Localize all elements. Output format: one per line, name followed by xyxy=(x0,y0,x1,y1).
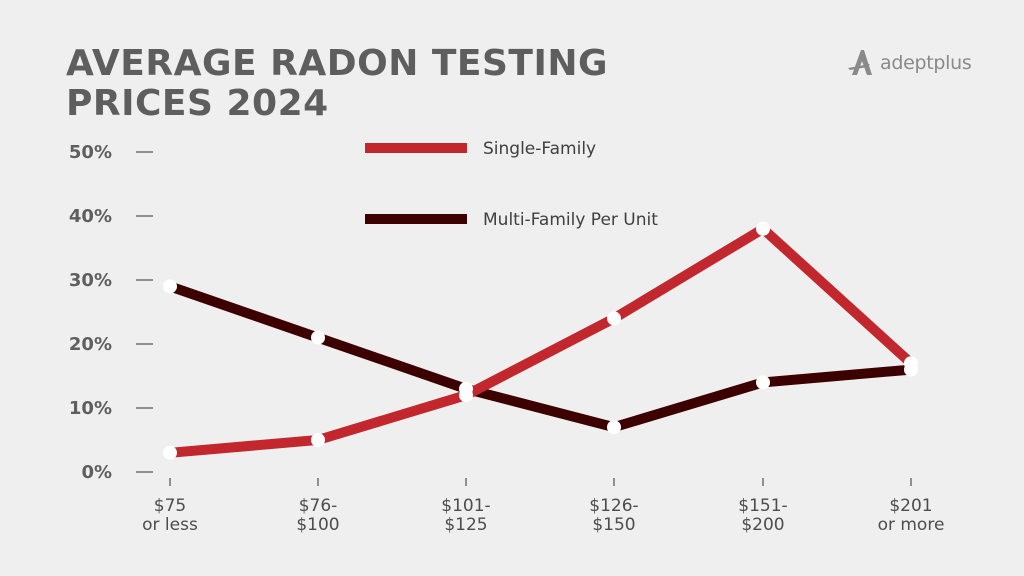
chart-series xyxy=(163,221,918,460)
x-tick-label: $101- xyxy=(441,496,490,516)
data-point-marker xyxy=(311,433,325,447)
x-tick-label: $100 xyxy=(296,515,339,535)
y-tick-label: 0% xyxy=(81,462,112,483)
legend-swatch xyxy=(365,214,467,224)
legend-label: Multi-Family Per Unit xyxy=(483,210,658,230)
x-tick-label: $150 xyxy=(592,515,635,535)
x-tick-label: $151- xyxy=(738,496,787,516)
series-line xyxy=(169,222,915,458)
series-line xyxy=(168,281,912,433)
adeptplus-a-logo-icon xyxy=(848,50,872,75)
y-tick-label: 50% xyxy=(69,142,112,163)
x-tick-label: $125 xyxy=(444,515,487,535)
data-point-marker xyxy=(607,420,621,435)
data-point-marker xyxy=(163,445,177,460)
data-point-marker xyxy=(311,330,325,345)
x-tick-label: $200 xyxy=(741,515,784,535)
y-tick-label: 40% xyxy=(69,206,112,227)
data-point-marker xyxy=(607,311,621,326)
data-point-marker xyxy=(163,279,177,294)
data-point-marker xyxy=(756,375,770,390)
chart-title-line1: AVERAGE RADON TESTING xyxy=(66,43,609,84)
chart-title-line2: PRICES 2024 xyxy=(66,83,329,124)
chart-title: AVERAGE RADON TESTING PRICES 2024 xyxy=(66,44,608,124)
brand-wordmark: adeptplus xyxy=(880,52,972,74)
brand-logo: adeptplus xyxy=(848,48,972,78)
x-tick-label: $76- xyxy=(299,496,338,516)
x-tick-label: or less xyxy=(142,515,198,535)
data-point-marker xyxy=(904,356,918,371)
y-tick-label: 30% xyxy=(69,270,112,291)
y-tick-label: 20% xyxy=(69,334,112,355)
x-tick-label: $126- xyxy=(589,496,638,516)
x-tick-label: $201 xyxy=(889,496,932,516)
data-point-marker xyxy=(459,388,473,403)
y-axis: 0% 10% 20% 30% 40% 50% xyxy=(69,142,153,483)
legend-label: Single-Family xyxy=(483,139,596,159)
x-tick-label: $75 xyxy=(154,496,186,516)
x-tick-label: or more xyxy=(878,515,945,535)
y-tick-label: 10% xyxy=(69,398,112,419)
chart-legend: Single-Family Multi-Family Per Unit xyxy=(365,139,658,230)
data-point-marker xyxy=(756,221,770,236)
legend-swatch xyxy=(365,143,467,153)
